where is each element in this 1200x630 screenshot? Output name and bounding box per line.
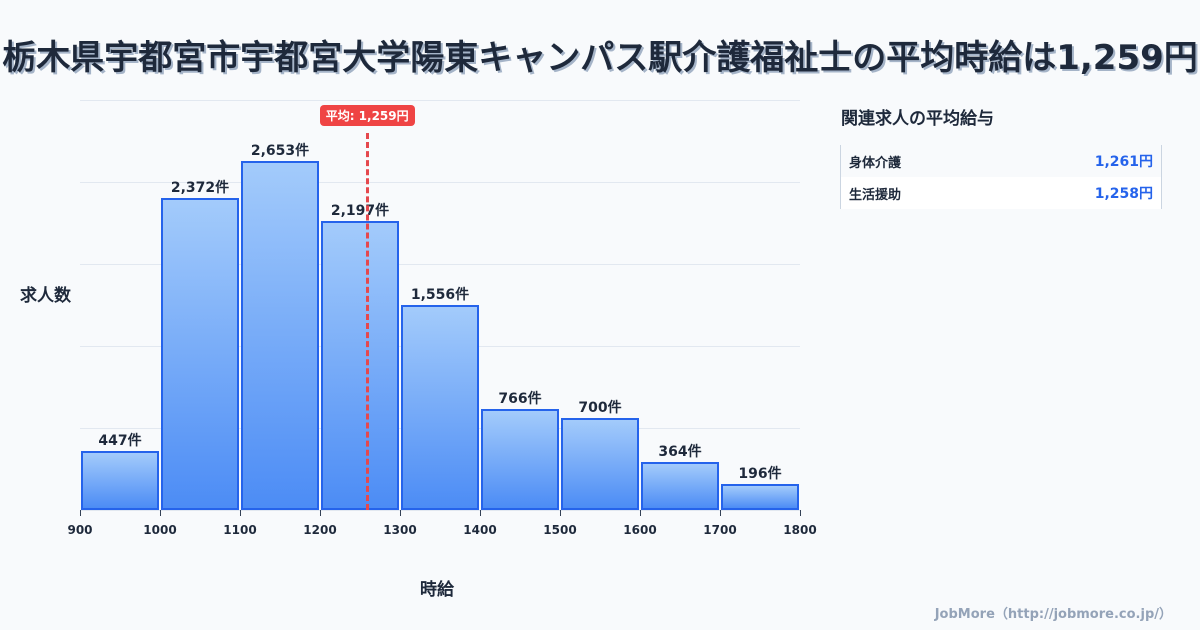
x-tick-label: 1200 [303, 523, 337, 537]
x-tick [720, 510, 721, 516]
x-tick-label: 1600 [623, 523, 657, 537]
related-salary-row: 身体介護 1,261円 [841, 145, 1161, 177]
histogram-bar [161, 197, 239, 510]
x-tick [480, 510, 481, 516]
bar-value-label: 1,556件 [410, 287, 470, 304]
page-title: 栃木県宇都宮市宇都宮大学陽東キャンパス駅介護福祉士の平均時給は1,259円 [2, 38, 1198, 78]
bar-value-label: 2,372件 [170, 179, 230, 196]
x-axis-label: 時給 [420, 580, 454, 600]
mean-line [366, 133, 370, 510]
bar-value-label: 766件 [498, 391, 542, 408]
mean-badge: 平均: 1,259円 [319, 105, 415, 126]
x-tick [240, 510, 241, 516]
histogram-bar [81, 451, 159, 510]
gridline [80, 264, 800, 265]
x-tick-label: 1700 [703, 523, 737, 537]
bar-value-label: 364件 [658, 444, 702, 461]
gridline [80, 510, 800, 511]
x-tick-label: 900 [67, 523, 93, 537]
histogram-bar [641, 462, 719, 510]
job-type-salary: 1,261円 [1094, 154, 1153, 170]
x-tick [400, 510, 401, 516]
bar-value-label: 196件 [738, 466, 782, 483]
histogram-bar [321, 220, 399, 510]
x-tick-label: 1000 [143, 523, 177, 537]
x-tick-label: 1800 [783, 523, 817, 537]
x-tick [800, 510, 801, 516]
x-tick [320, 510, 321, 516]
bar-value-label: 447件 [98, 433, 142, 450]
bar-value-label: 2,197件 [330, 202, 390, 219]
bar-value-label: 2,653件 [250, 142, 310, 159]
x-tick-label: 1300 [383, 523, 417, 537]
job-type-salary: 1,258円 [1094, 186, 1153, 202]
job-type-name: 身体介護 [849, 155, 902, 171]
related-salary-row: 生活援助 1,258円 [841, 177, 1161, 209]
x-tick [640, 510, 641, 516]
job-type-name: 生活援助 [849, 187, 902, 203]
histogram-chart: 求人数 時給 447件 2,372件 2,653件 2,197件 1,556件 766件 7… [20, 100, 817, 600]
histogram-bar [721, 484, 799, 510]
histogram-bar [401, 305, 479, 510]
related-salary-table: 身体介護 1,261円 生活援助 1,258円 [840, 145, 1162, 209]
x-tick [560, 510, 561, 516]
bar-value-label: 700件 [578, 399, 622, 416]
footer-credit: JobMore（http://jobmore.co.jp/） [934, 607, 1172, 622]
x-tick [160, 510, 161, 516]
x-tick-label: 1100 [223, 523, 257, 537]
x-tick-label: 1400 [463, 523, 497, 537]
gridline [80, 100, 800, 101]
histogram-bar [241, 160, 319, 510]
related-salary-title: 関連求人の平均給与 [841, 109, 994, 129]
histogram-bar [481, 409, 559, 510]
x-tick [80, 510, 81, 516]
gridline [80, 182, 800, 183]
x-tick-label: 1500 [543, 523, 577, 537]
histogram-bar [561, 417, 639, 510]
y-axis-label: 求人数 [20, 286, 71, 306]
